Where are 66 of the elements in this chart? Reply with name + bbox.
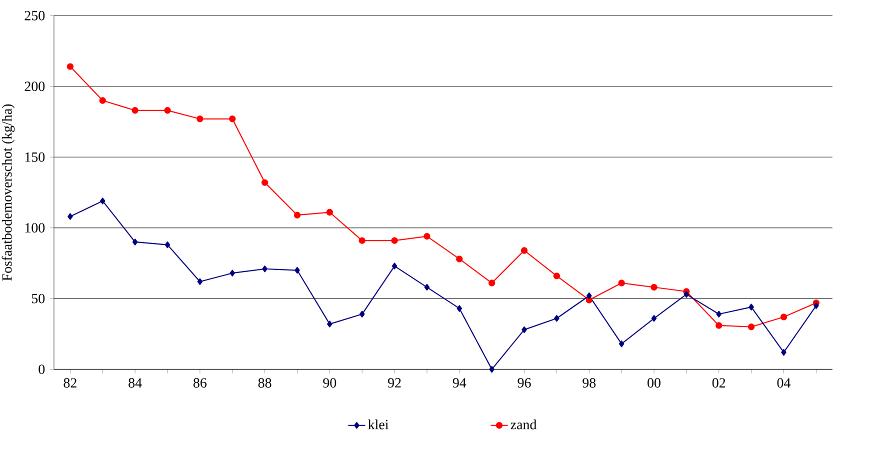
x-tick-label: 00 xyxy=(648,378,660,388)
point xyxy=(359,310,365,318)
point xyxy=(392,262,398,270)
point xyxy=(327,320,332,328)
point xyxy=(294,266,300,274)
x-tick-label: 82 xyxy=(64,378,76,388)
x-tick-label: 86 xyxy=(193,378,207,388)
point xyxy=(99,97,106,104)
x-tick-label: 96 xyxy=(518,378,531,388)
point xyxy=(748,323,755,330)
point xyxy=(554,314,560,322)
point xyxy=(164,241,170,248)
point xyxy=(424,284,430,290)
point xyxy=(684,290,690,298)
point xyxy=(650,284,658,290)
point xyxy=(780,314,788,320)
point xyxy=(229,115,236,122)
point xyxy=(261,179,268,186)
point xyxy=(196,115,204,122)
point xyxy=(294,212,301,218)
point xyxy=(164,106,171,114)
x-tick-label: 94 xyxy=(452,378,466,388)
point xyxy=(553,272,560,280)
point xyxy=(781,348,786,356)
point xyxy=(391,237,398,244)
x-tick-label: 84 xyxy=(128,378,142,388)
point xyxy=(814,302,819,309)
x-tick-label: 04 xyxy=(777,378,791,388)
y-tick-label: 50 xyxy=(32,294,45,304)
point xyxy=(132,106,138,114)
y-tick-label: 100 xyxy=(25,223,45,232)
point xyxy=(68,213,73,220)
y-axis-title: Fosfaatbodemoverschot (kg/ha) xyxy=(2,104,15,281)
point xyxy=(100,198,106,204)
point xyxy=(66,63,74,70)
point xyxy=(456,305,462,312)
point xyxy=(716,310,722,318)
legend-label: zand xyxy=(510,419,537,430)
point xyxy=(618,280,625,286)
point xyxy=(520,247,528,254)
x-tick-label: 90 xyxy=(323,378,336,388)
point xyxy=(132,238,138,246)
point xyxy=(456,256,463,262)
y-tick-label: 200 xyxy=(24,82,45,91)
point xyxy=(326,208,334,216)
x-tick-label: 02 xyxy=(712,378,726,388)
y-tick-label: 250 xyxy=(24,10,45,20)
point xyxy=(716,322,722,329)
y-tick-label: 150 xyxy=(25,152,45,162)
point xyxy=(488,280,496,286)
point xyxy=(358,237,366,244)
point xyxy=(262,265,268,272)
point xyxy=(424,232,430,240)
x-tick-label: 88 xyxy=(258,378,272,388)
point xyxy=(748,304,754,310)
x-tick-label: 92 xyxy=(388,378,401,388)
point xyxy=(197,278,203,285)
legend-label: klei xyxy=(368,419,388,430)
x-tick-label: 98 xyxy=(582,378,596,388)
point xyxy=(489,366,494,373)
point xyxy=(230,270,236,276)
point xyxy=(651,314,657,322)
point xyxy=(522,326,527,333)
y-tick-label: 0 xyxy=(38,364,45,374)
point xyxy=(586,292,592,299)
point xyxy=(618,340,624,348)
